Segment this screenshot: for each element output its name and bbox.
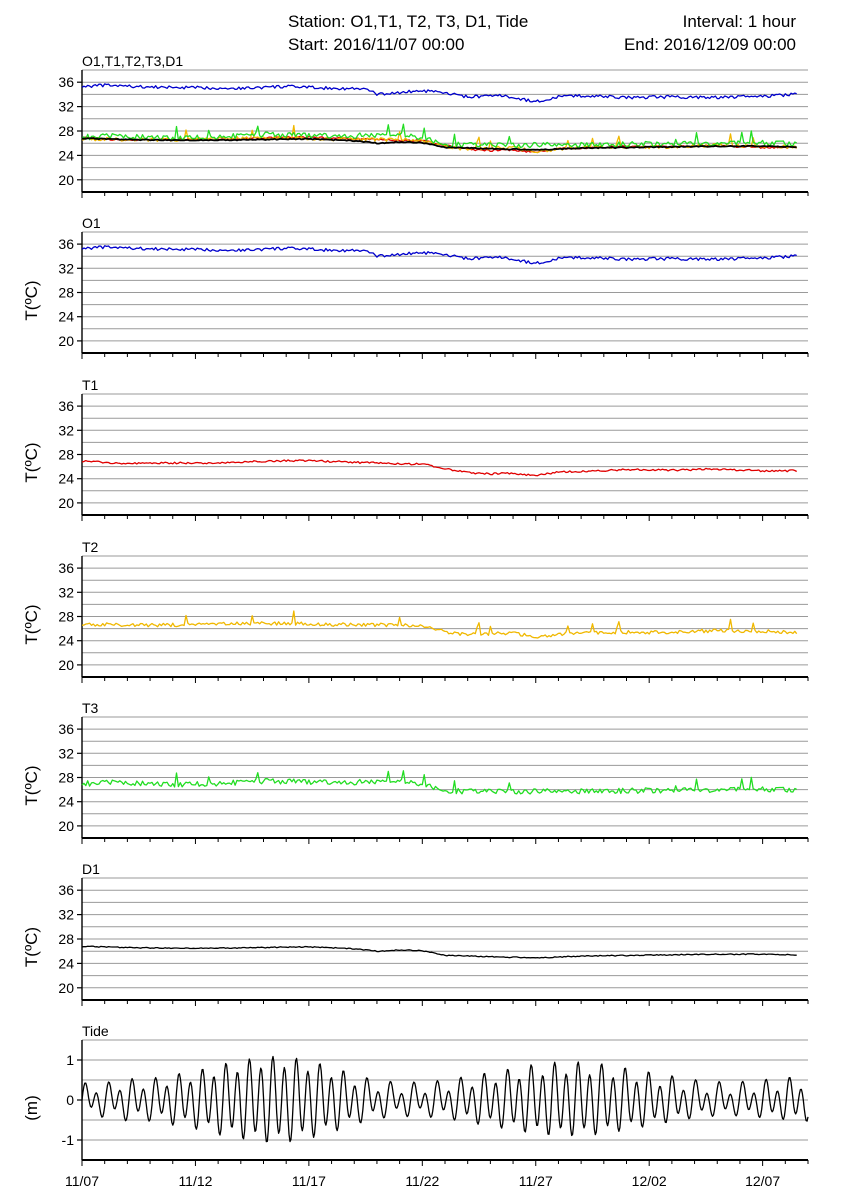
panel-o1: O1 20 24 28 32 36 T(ºC) <box>22 215 809 359</box>
y-tick-label: 20 <box>58 818 74 834</box>
y-tick-label: 20 <box>58 172 74 188</box>
panel-title: T3 <box>82 700 99 716</box>
panel-title: T2 <box>82 539 99 555</box>
y-tick-label: 36 <box>58 882 74 898</box>
series-line-t1 <box>81 459 798 477</box>
series-line-d1 <box>81 945 797 959</box>
panel-o1-t1-t2-t3-d1: O1,T1,T2,T3,D1 20 24 28 32 36 <box>58 53 809 198</box>
y-tick-label: 32 <box>58 99 74 115</box>
y-tick-label: 24 <box>58 471 74 487</box>
y-axis-label: T(ºC) <box>22 765 41 805</box>
header-interval: Interval: 1 hour <box>683 12 797 31</box>
y-axis-label: T(ºC) <box>22 442 41 482</box>
panel-d1: D1 20 24 28 32 36 T(ºC) <box>22 861 809 1006</box>
y-tick-label: 1 <box>66 1052 74 1068</box>
y-axis-label: (m) <box>22 1095 41 1120</box>
panel-title: T1 <box>82 377 99 393</box>
y-tick-label: 32 <box>58 745 74 761</box>
panel-title: O1 <box>82 215 101 231</box>
panel-t1: T1 20 24 28 32 36 T(ºC) <box>22 377 809 521</box>
y-tick-label: 36 <box>58 236 74 252</box>
x-tick-label: 11/12 <box>178 1173 212 1189</box>
y-tick-label: 32 <box>58 584 74 600</box>
y-tick-label: 32 <box>58 422 74 438</box>
y-tick-label: 24 <box>58 147 74 163</box>
y-tick-label: 36 <box>58 560 74 576</box>
y-tick-label: 32 <box>58 907 74 923</box>
y-tick-label: 28 <box>58 447 74 463</box>
y-tick-label: 36 <box>58 74 74 90</box>
x-tick-label: 12/07 <box>745 1173 780 1189</box>
header-start: Start: 2016/11/07 00:00 <box>288 35 464 54</box>
panel-title: Tide <box>82 1023 109 1039</box>
y-tick-label: 36 <box>58 398 74 414</box>
y-tick-label: 24 <box>58 309 74 325</box>
y-tick-label: 0 <box>66 1092 74 1108</box>
x-tick-label: 11/27 <box>519 1173 553 1189</box>
y-axis-label: T(ºC) <box>22 604 41 644</box>
series-line-o1 <box>81 83 797 103</box>
chart-panels: O1,T1,T2,T3,D1 20 24 28 32 36 O1 20 24 28 32 36 T(ºC… <box>22 53 809 1166</box>
x-axis-tick-labels: 11/07 11/12 11/17 11/22 11/27 12/02 12/07 <box>65 1173 780 1189</box>
x-tick-label: 12/02 <box>632 1173 667 1189</box>
y-tick-label: 20 <box>58 333 74 349</box>
y-tick-label: 24 <box>58 794 74 810</box>
series-line-o1 <box>81 245 797 265</box>
series-line-tide <box>81 1055 809 1143</box>
y-tick-label: 24 <box>58 633 74 649</box>
x-tick-label: 11/22 <box>405 1173 439 1189</box>
y-tick-label: 36 <box>58 721 74 737</box>
y-axis-label: T(ºC) <box>22 927 41 967</box>
panel-tide: Tide -1 0 1 (m) <box>22 1023 809 1166</box>
y-tick-label: 28 <box>58 931 74 947</box>
header-station: Station: O1,T1, T2, T3, D1, Tide <box>288 12 528 31</box>
series-line-t2 <box>81 610 798 639</box>
header-end: End: 2016/12/09 00:00 <box>624 35 796 54</box>
y-tick-label: 20 <box>58 657 74 673</box>
x-tick-label: 11/17 <box>292 1173 326 1189</box>
y-tick-label: 20 <box>58 980 74 996</box>
y-tick-label: -1 <box>62 1132 75 1148</box>
y-tick-label: 28 <box>58 609 74 625</box>
series-line-d1 <box>81 137 797 151</box>
y-tick-label: 24 <box>58 955 74 971</box>
series-line-t2 <box>81 124 798 154</box>
y-tick-label: 20 <box>58 495 74 511</box>
y-tick-label: 28 <box>58 123 74 139</box>
x-tick-label: 11/07 <box>65 1173 99 1189</box>
y-tick-label: 32 <box>58 260 74 276</box>
y-tick-label: 28 <box>58 770 74 786</box>
y-axis-label: T(ºC) <box>22 280 41 320</box>
series-line-t3 <box>81 770 797 795</box>
y-tick-label: 28 <box>58 285 74 301</box>
panel-t2: T2 20 24 28 32 36 T(ºC) <box>22 539 809 683</box>
panel-t3: T3 20 24 28 32 36 T(ºC) <box>22 700 809 844</box>
series-line-t3 <box>81 123 797 149</box>
panel-title: O1,T1,T2,T3,D1 <box>82 53 183 69</box>
panel-title: D1 <box>82 861 100 877</box>
